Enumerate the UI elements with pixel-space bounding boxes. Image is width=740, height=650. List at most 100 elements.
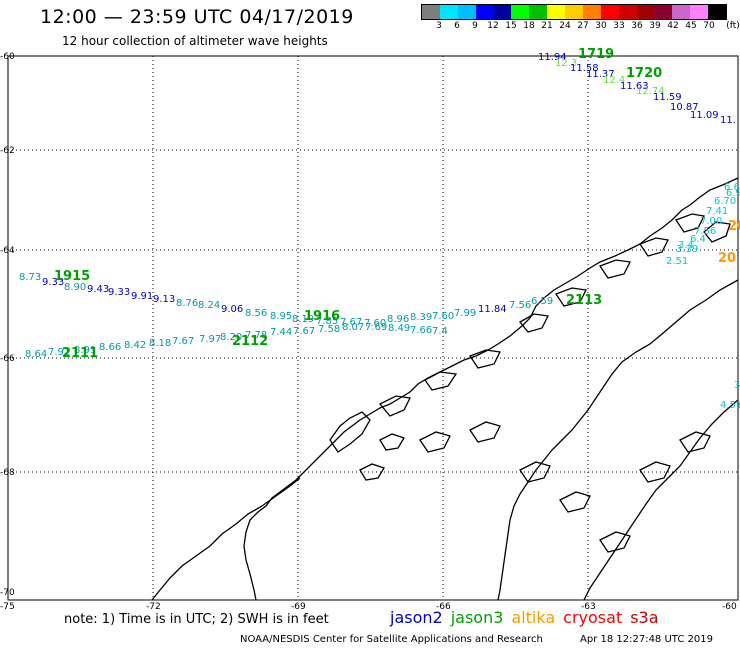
coastline	[151, 177, 739, 601]
wave-height-value: 7.85	[316, 316, 338, 327]
wave-height-value: 6.70	[714, 196, 736, 207]
pass-time-label: 1719	[578, 47, 614, 62]
map-subtitle: 12 hour collection of altimeter wave hei…	[62, 34, 328, 48]
wave-height-value: 7.41	[706, 206, 728, 217]
wave-height-value: 8.19	[292, 314, 314, 325]
wave-height-value: 7.67	[340, 317, 362, 328]
map-frame	[7, 55, 739, 601]
wave-height-value: 8.07	[342, 322, 364, 333]
lat-label: -66	[0, 354, 15, 364]
wave-height-value: 8.90	[64, 282, 86, 293]
pass-time-label: 2112	[232, 334, 268, 349]
pass-time-label: 2111	[62, 346, 98, 361]
pass-time-label: 20	[728, 219, 740, 234]
wave-height-value: 8.20	[220, 332, 242, 343]
lat-label: -62	[0, 146, 15, 156]
wave-height-value: 8.49	[388, 323, 410, 334]
wave-height-value: 7.67	[172, 336, 194, 347]
colorbar-swatch	[493, 5, 512, 19]
wave-height-value: 9.33	[42, 277, 64, 288]
colorbar-tick: 15	[505, 21, 517, 31]
wave-height-value: 7.60	[432, 311, 454, 322]
pass-time-label: 1720	[626, 66, 662, 81]
wave-height-value: 2.51	[666, 256, 688, 267]
wave-height-value: 6.9	[726, 188, 740, 199]
graticule	[8, 56, 738, 600]
wave-height-value: 11.59	[653, 92, 682, 103]
colorbar-swatch	[439, 5, 458, 19]
lat-label: -70	[0, 588, 15, 598]
wave-height-value: 8.56	[245, 308, 267, 319]
wave-height-value: 3.39	[676, 244, 698, 255]
colorbar-swatch	[708, 5, 726, 19]
wave-height-value: 9.13	[153, 294, 175, 305]
wave-height-value: 12.3	[555, 58, 577, 69]
lon-label: -63	[581, 602, 596, 612]
wave-height-colorbar	[421, 4, 727, 20]
wave-height-value: 7.69	[365, 322, 387, 333]
colorbar-swatch	[672, 5, 691, 19]
lon-label: -72	[146, 602, 161, 612]
wave-height-value: 8.96	[387, 314, 409, 325]
wave-height-value: 8.42	[124, 340, 146, 351]
wave-height-value: 11.94	[538, 52, 567, 63]
wave-height-value: 11.09	[690, 110, 719, 121]
colorbar-swatch	[457, 5, 476, 19]
colorbar-tick: 6	[454, 21, 460, 31]
footer-timestamp: Apr 18 12:27:48 UTC 2019	[580, 634, 713, 645]
wave-height-value: 7.44	[270, 327, 292, 338]
colorbar-swatch	[422, 5, 440, 19]
wave-height-value: 7.56	[694, 226, 716, 237]
wave-height-value: 7.97	[199, 334, 221, 345]
footer-note: note: 1) Time is in UTC; 2) SWH is in fe…	[64, 612, 329, 627]
wave-height-value: 9.33	[108, 287, 130, 298]
colorbar-tick: 36	[631, 21, 643, 31]
colorbar-tick: 24	[559, 21, 571, 31]
colorbar-tick: 45	[685, 21, 697, 31]
wave-height-value: 8.91	[74, 345, 96, 356]
wave-height-value: 9.43	[87, 284, 109, 295]
wave-height-value: 3	[734, 380, 740, 391]
wave-height-value: 8.39	[410, 312, 432, 323]
wave-height-value: 7.56	[509, 300, 531, 311]
wave-height-value: 7.60	[364, 318, 386, 329]
colorbar-tick: 70	[703, 21, 715, 31]
colorbar-tick-labels: 3 6 9 12 15 18 21 24 27 30 33 36 39 42 45 70 (ft)	[421, 21, 740, 33]
wave-height-value: 7.00	[700, 216, 722, 227]
colorbar-swatch	[529, 5, 548, 19]
wave-height-value: 11.37	[586, 69, 615, 80]
wave-height-value: 8.64	[25, 349, 47, 360]
colorbar-swatch	[654, 5, 673, 19]
lon-label: -75	[0, 602, 15, 612]
wave-height-value: 8.76	[176, 298, 198, 309]
wave-height-value: 6.59	[531, 296, 553, 307]
colorbar-tick: 21	[541, 21, 553, 31]
colorbar-swatch	[690, 5, 708, 19]
wave-height-value: 11.84	[478, 304, 507, 315]
wave-height-value: 7.99	[454, 308, 476, 319]
wave-height-value: 7.66	[410, 325, 432, 336]
wave-height-value: 7.4	[432, 326, 448, 337]
lon-label: -69	[291, 602, 306, 612]
wave-height-value: 12.74	[636, 86, 665, 97]
colorbar-tick: 9	[472, 21, 478, 31]
colorbar-tick: 30	[595, 21, 607, 31]
lat-label: -68	[0, 468, 15, 478]
wave-height-value: 8.95	[270, 311, 292, 322]
wave-height-value: 8.66	[99, 342, 121, 353]
colorbar-tick: (ft)	[726, 21, 740, 31]
wave-height-value: 12.4	[603, 75, 625, 86]
legend-altika: altika	[511, 608, 556, 627]
wave-height-value: 6.6	[724, 182, 740, 193]
legend-cryosat: cryosat	[563, 608, 623, 627]
wave-height-value: 9.06	[221, 304, 243, 315]
colorbar-tick: 42	[667, 21, 679, 31]
wave-height-value: 7.67	[293, 326, 315, 337]
wave-height-value: 8.73	[19, 272, 41, 283]
wave-height-value: 6.4	[690, 234, 706, 245]
map-title: 12:00 — 23:59 UTC 04/17/2019	[40, 6, 354, 28]
colorbar-swatch	[475, 5, 494, 19]
wave-height-value: 8.24	[198, 300, 220, 311]
legend-jason2: jason2	[390, 608, 443, 627]
